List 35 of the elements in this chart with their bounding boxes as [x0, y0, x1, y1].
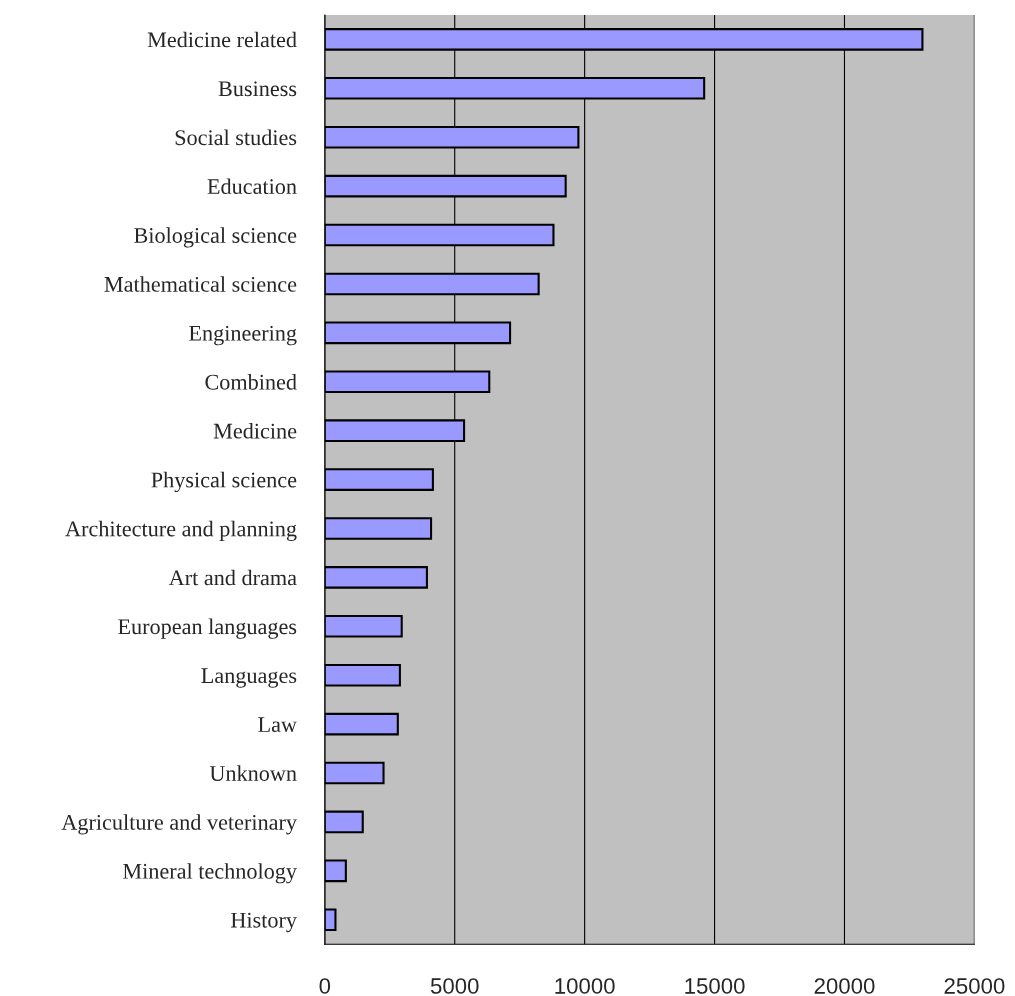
y-tick-label: Mathematical science — [104, 276, 297, 292]
y-tick-label: Combined — [205, 374, 297, 390]
x-tick-label: 0 — [319, 978, 331, 994]
y-tick-label: Medicine related — [147, 31, 297, 48]
bar — [324, 761, 385, 785]
y-tick-label: Law — [258, 717, 297, 733]
y-tick-label: Unknown — [209, 765, 297, 781]
y-tick-label: Mineral technology — [123, 863, 297, 884]
x-tick-label: 20000 — [814, 978, 875, 994]
y-tick-label: European languages — [118, 618, 297, 639]
y-tick-label: Physical science — [151, 471, 297, 493]
bar — [324, 468, 434, 491]
y-tick-label: Architecture and planning — [65, 520, 297, 541]
bar — [324, 517, 433, 540]
bar — [324, 859, 347, 883]
bar — [324, 810, 364, 834]
bar — [324, 908, 337, 932]
x-tick-label: 10000 — [555, 978, 615, 994]
x-tick-label: 15000 — [685, 978, 745, 994]
y-tick-label: History — [230, 912, 297, 933]
y-tick-label: Languages — [201, 668, 297, 688]
y-tick-label: Biological science — [134, 227, 297, 248]
y-tick-label: Agriculture and veterinary — [61, 814, 297, 835]
y-tick-label: Business — [218, 81, 297, 97]
bar — [324, 566, 428, 589]
x-tick-label: 25000 — [944, 978, 1005, 994]
y-tick-label: Engineering — [189, 325, 297, 346]
y-tick-label: Social studies — [175, 129, 297, 146]
y-tick-label: Education — [207, 178, 297, 195]
x-tick-label: 5000 — [430, 978, 479, 994]
y-tick-label: Art and drama — [168, 569, 297, 586]
bar — [324, 614, 403, 638]
y-tick-label: Medicine — [213, 422, 297, 439]
bar — [324, 712, 399, 736]
bar — [324, 663, 401, 687]
